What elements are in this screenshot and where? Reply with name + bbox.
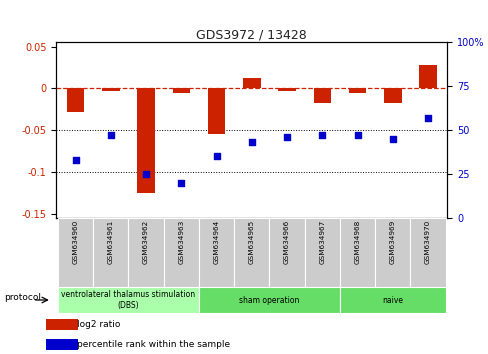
Bar: [304, 218, 339, 287]
Bar: [67, 88, 84, 112]
Text: GSM634966: GSM634966: [284, 220, 289, 264]
Point: [247, 139, 255, 145]
Point: [388, 136, 396, 142]
Text: GSM634960: GSM634960: [73, 220, 79, 264]
Text: GSM634968: GSM634968: [354, 220, 360, 264]
Point: [177, 180, 185, 185]
Text: GSM634961: GSM634961: [108, 220, 114, 264]
Text: GSM634964: GSM634964: [213, 220, 219, 264]
Point: [318, 132, 325, 138]
Bar: [348, 88, 366, 92]
Text: GSM634969: GSM634969: [389, 220, 395, 264]
Point: [423, 115, 431, 121]
Bar: [409, 218, 445, 287]
Point: [107, 132, 115, 138]
Bar: [58, 287, 199, 313]
Bar: [199, 218, 234, 287]
Text: GSM634965: GSM634965: [248, 220, 254, 264]
Bar: [58, 218, 93, 287]
Text: GSM634963: GSM634963: [178, 220, 184, 264]
Bar: [418, 65, 436, 88]
Bar: [234, 218, 269, 287]
Text: sham operation: sham operation: [239, 296, 299, 304]
Bar: [102, 88, 120, 91]
Text: GSM634967: GSM634967: [319, 220, 325, 264]
Bar: [199, 287, 339, 313]
Bar: [93, 218, 128, 287]
Bar: [278, 88, 295, 91]
Text: protocol: protocol: [4, 293, 41, 302]
Point: [212, 154, 220, 159]
Bar: [383, 88, 401, 103]
Text: log2 ratio: log2 ratio: [76, 320, 120, 329]
Point: [353, 132, 361, 138]
Bar: [243, 78, 260, 88]
Text: percentile rank within the sample: percentile rank within the sample: [76, 340, 229, 349]
Bar: [313, 88, 330, 103]
Point: [283, 134, 290, 140]
Text: GSM634962: GSM634962: [143, 220, 149, 264]
Bar: [339, 287, 445, 313]
Bar: [46, 338, 78, 350]
Bar: [46, 319, 78, 330]
Text: ventrolateral thalamus stimulation
(DBS): ventrolateral thalamus stimulation (DBS): [61, 290, 195, 310]
Bar: [269, 218, 304, 287]
Bar: [374, 218, 409, 287]
Bar: [172, 88, 190, 92]
Point: [72, 157, 80, 163]
Point: [142, 171, 150, 177]
Bar: [207, 88, 225, 134]
Text: GSM634970: GSM634970: [424, 220, 430, 264]
Bar: [128, 218, 163, 287]
Bar: [339, 218, 374, 287]
Title: GDS3972 / 13428: GDS3972 / 13428: [196, 28, 306, 41]
Bar: [137, 88, 155, 193]
Text: naive: naive: [382, 296, 403, 304]
Bar: [163, 218, 199, 287]
